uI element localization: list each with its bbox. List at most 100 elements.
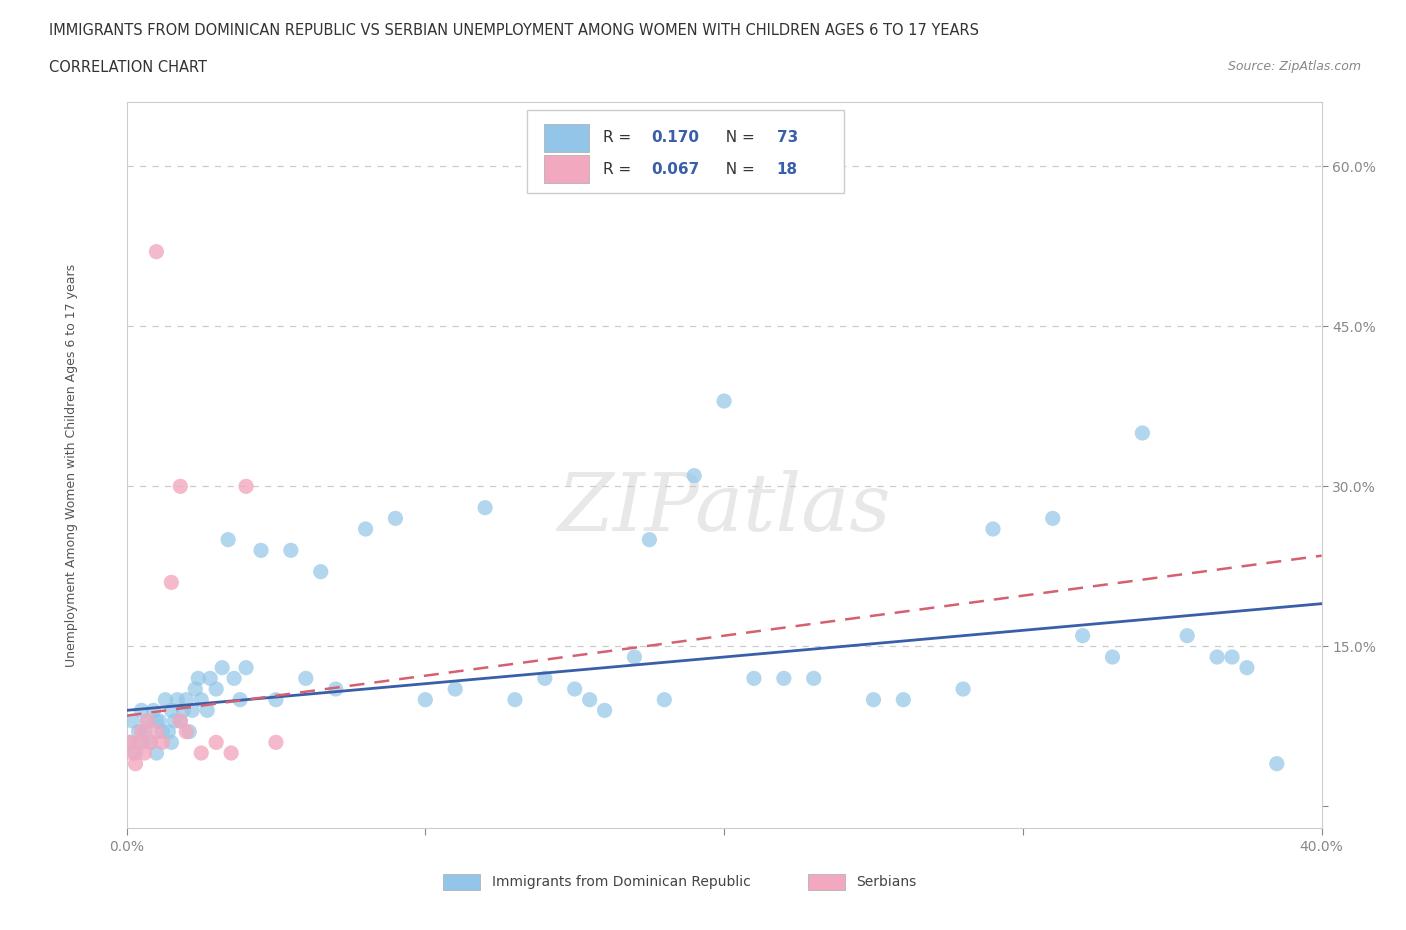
- Point: [713, 393, 735, 408]
- Point: [354, 522, 377, 537]
- Point: [222, 671, 246, 685]
- Point: [166, 692, 188, 707]
- Point: [131, 724, 153, 739]
- Point: [121, 746, 143, 761]
- Point: [118, 735, 141, 750]
- Point: [593, 703, 616, 718]
- Point: [124, 746, 146, 761]
- Point: [264, 735, 287, 750]
- Point: [652, 692, 675, 707]
- Point: [160, 575, 183, 590]
- Point: [169, 713, 191, 728]
- Text: R =: R =: [603, 130, 637, 145]
- Point: [172, 703, 194, 718]
- Point: [145, 713, 167, 728]
- Point: [139, 735, 162, 750]
- Point: [474, 500, 496, 515]
- Text: 73: 73: [776, 130, 799, 145]
- Bar: [544, 155, 589, 183]
- Point: [184, 682, 207, 697]
- Point: [181, 703, 204, 718]
- Point: [1220, 649, 1243, 664]
- Y-axis label: Unemployment Among Women with Children Ages 6 to 17 years: Unemployment Among Women with Children A…: [65, 263, 77, 667]
- Point: [124, 756, 146, 771]
- Point: [217, 532, 239, 547]
- Text: Source: ZipAtlas.com: Source: ZipAtlas.com: [1227, 60, 1361, 73]
- Point: [264, 692, 287, 707]
- Point: [384, 511, 406, 525]
- Point: [174, 724, 197, 739]
- Point: [229, 692, 252, 707]
- Point: [131, 735, 153, 750]
- Point: [131, 703, 153, 718]
- Point: [134, 746, 156, 761]
- Point: [294, 671, 316, 685]
- Text: ZIPatlas: ZIPatlas: [557, 470, 891, 547]
- Point: [160, 703, 183, 718]
- Point: [742, 671, 765, 685]
- Point: [235, 660, 257, 675]
- Point: [534, 671, 557, 685]
- Point: [200, 671, 222, 685]
- Point: [219, 746, 242, 761]
- Point: [1206, 649, 1229, 664]
- Point: [578, 692, 600, 707]
- Point: [309, 565, 332, 579]
- Point: [190, 692, 212, 707]
- Point: [1175, 629, 1198, 644]
- Point: [803, 671, 825, 685]
- Bar: [807, 874, 845, 890]
- Text: N =: N =: [716, 130, 759, 145]
- Point: [145, 724, 167, 739]
- Point: [1101, 649, 1123, 664]
- Point: [142, 703, 165, 718]
- Point: [145, 245, 167, 259]
- Point: [1071, 629, 1094, 644]
- Point: [152, 735, 174, 750]
- Point: [127, 735, 149, 750]
- Point: [862, 692, 884, 707]
- Point: [623, 649, 645, 664]
- Point: [179, 724, 201, 739]
- Point: [195, 703, 218, 718]
- Point: [187, 671, 209, 685]
- Text: CORRELATION CHART: CORRELATION CHART: [49, 60, 207, 75]
- Point: [136, 713, 159, 728]
- Point: [211, 660, 233, 675]
- Point: [190, 746, 212, 761]
- Point: [127, 724, 149, 739]
- Point: [280, 543, 302, 558]
- Point: [163, 713, 186, 728]
- Point: [169, 479, 191, 494]
- Point: [145, 746, 167, 761]
- Point: [148, 713, 170, 728]
- Point: [503, 692, 526, 707]
- Point: [250, 543, 273, 558]
- Text: 0.067: 0.067: [651, 162, 699, 177]
- Point: [638, 532, 661, 547]
- Text: 0.170: 0.170: [651, 130, 699, 145]
- Point: [1042, 511, 1064, 525]
- Text: 18: 18: [776, 162, 797, 177]
- Bar: [544, 124, 589, 152]
- Point: [981, 522, 1004, 537]
- Point: [205, 735, 228, 750]
- Point: [1130, 426, 1153, 441]
- Point: [1265, 756, 1288, 771]
- Point: [564, 682, 586, 697]
- Point: [952, 682, 974, 697]
- Text: Immigrants from Dominican Republic: Immigrants from Dominican Republic: [492, 875, 751, 889]
- Point: [893, 692, 915, 707]
- Point: [169, 713, 191, 728]
- Point: [174, 692, 197, 707]
- Point: [152, 724, 174, 739]
- Point: [773, 671, 796, 685]
- Text: IMMIGRANTS FROM DOMINICAN REPUBLIC VS SERBIAN UNEMPLOYMENT AMONG WOMEN WITH CHIL: IMMIGRANTS FROM DOMINICAN REPUBLIC VS SE…: [49, 23, 979, 38]
- Point: [139, 735, 162, 750]
- Point: [118, 735, 141, 750]
- Point: [235, 479, 257, 494]
- Text: R =: R =: [603, 162, 637, 177]
- Text: N =: N =: [716, 162, 759, 177]
- Point: [1236, 660, 1258, 675]
- Point: [157, 724, 180, 739]
